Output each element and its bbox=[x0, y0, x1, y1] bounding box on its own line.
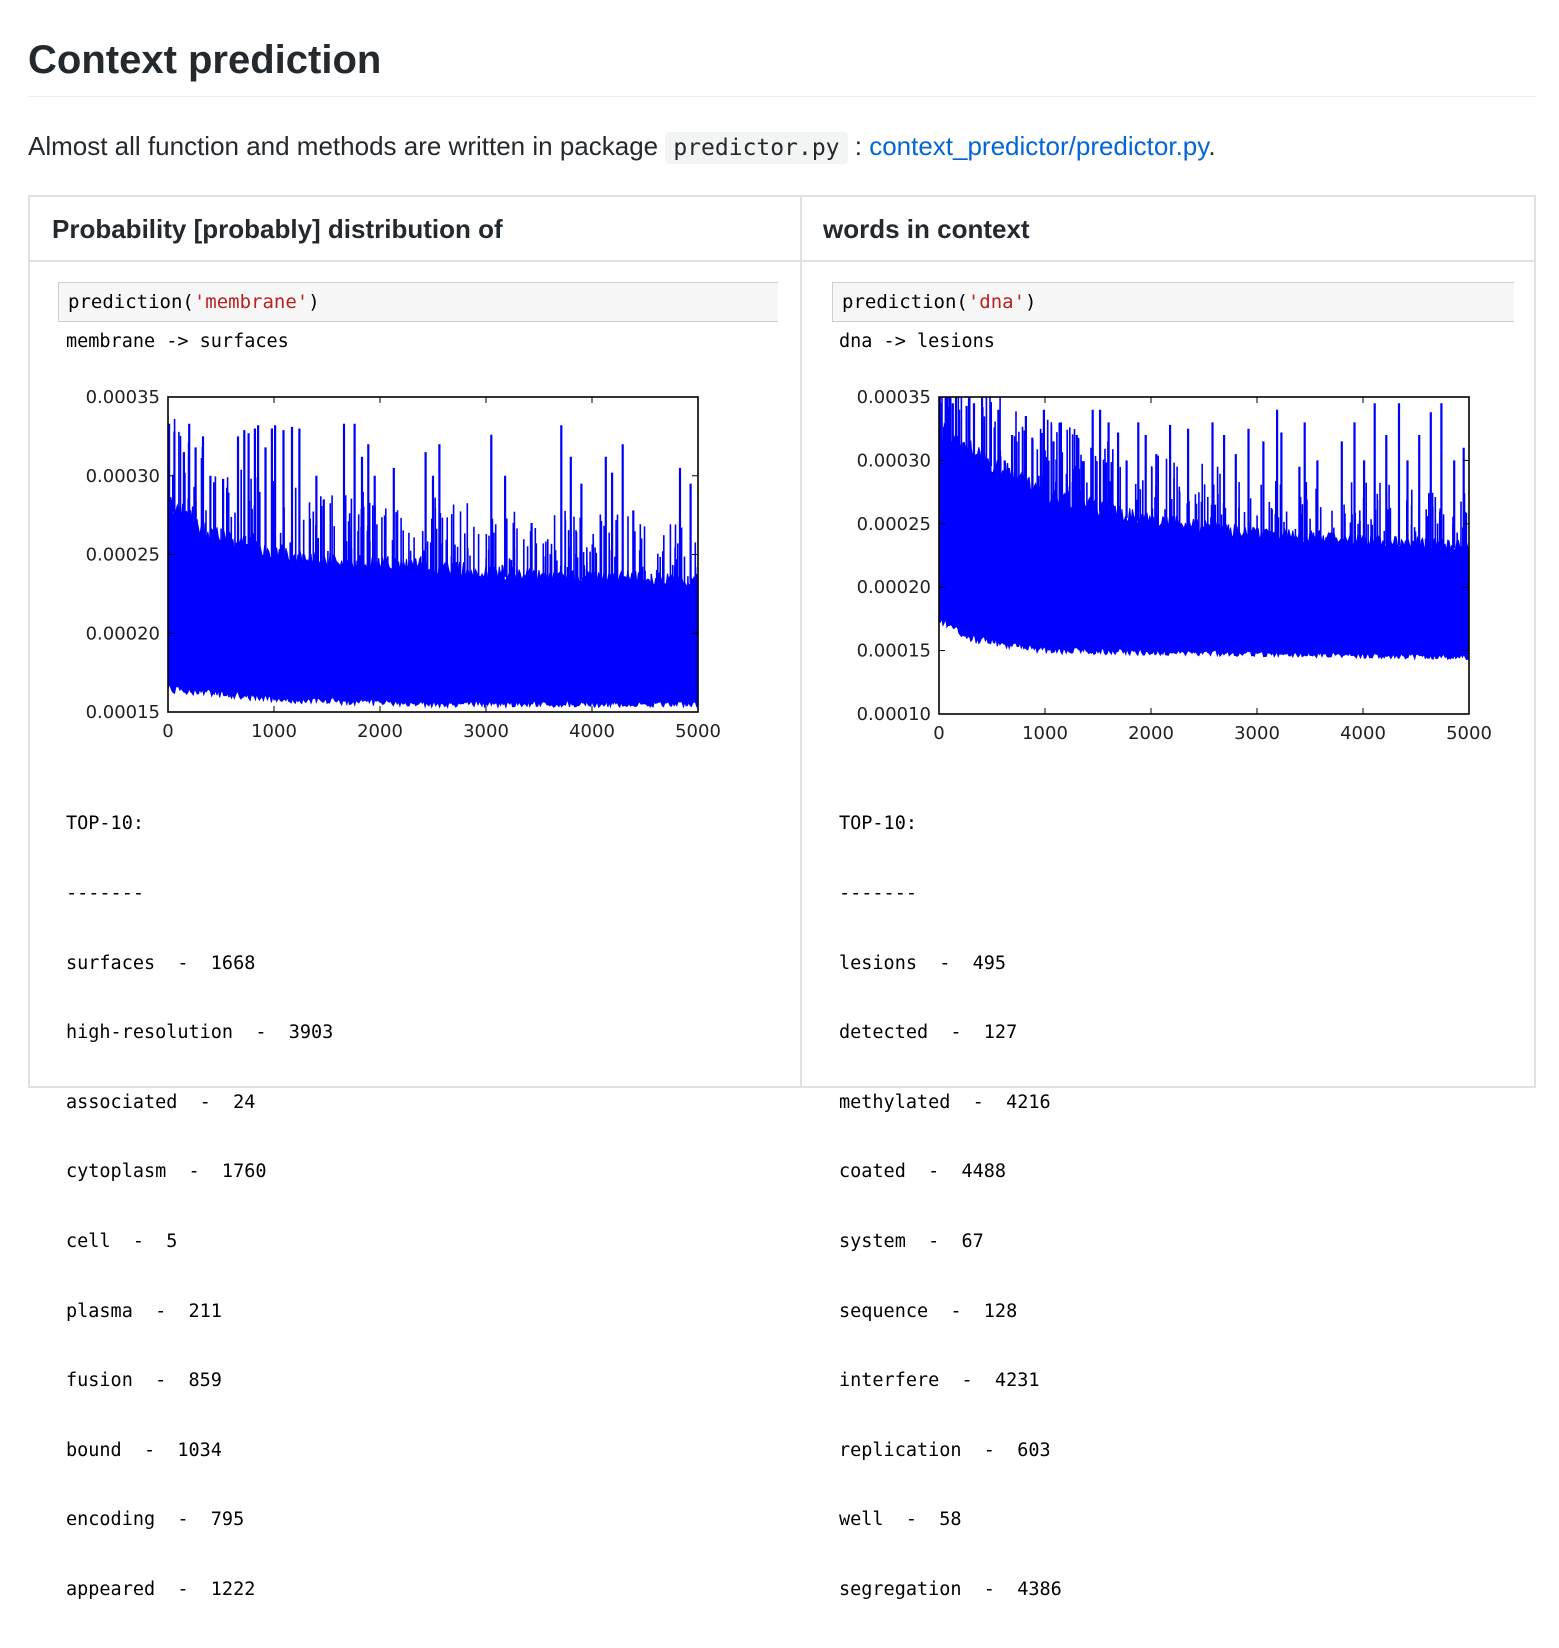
list-item: surfaces - 1668 bbox=[66, 952, 256, 974]
y-tick-label: 0.00030 bbox=[857, 450, 931, 471]
title-divider bbox=[28, 96, 1536, 97]
y-tick-label: 0.00015 bbox=[857, 641, 931, 662]
prediction-result: dna -> lesions bbox=[839, 331, 995, 352]
list-item: lesions - 495 bbox=[839, 952, 1007, 974]
x-tick-label: 1000 bbox=[1022, 723, 1068, 744]
prediction-result: membrane -> surfaces bbox=[66, 331, 289, 352]
intro-paragraph: Almost all function and methods are writ… bbox=[28, 126, 1216, 168]
code-string-arg: 'dna' bbox=[967, 291, 1026, 313]
probability-chart-membrane: 0 1000 2000 3000 4000 5000 0.00015 0.00020 0.000… bbox=[86, 387, 721, 742]
table-header-right: words in context bbox=[823, 214, 1030, 244]
plot-frame bbox=[938, 396, 1470, 715]
x-tick-label: 0 bbox=[162, 721, 173, 742]
x-tick-label: 3000 bbox=[1234, 723, 1280, 744]
list-item: methylated - 4216 bbox=[839, 1091, 1051, 1113]
list-item: fusion - 859 bbox=[66, 1370, 222, 1392]
y-tick-label: 0.00010 bbox=[857, 704, 931, 725]
top10-list-dna: TOP-10: ------- lesions - 495 detected -… bbox=[839, 766, 1062, 1648]
code-fn: prediction( bbox=[842, 291, 968, 313]
y-tick-label: 0.00035 bbox=[857, 387, 931, 408]
code-close: ) bbox=[1025, 291, 1037, 313]
list-item: coated - 4488 bbox=[839, 1161, 1007, 1183]
x-tick-label: 5000 bbox=[675, 721, 721, 742]
code-input-dna[interactable]: prediction('dna') bbox=[832, 282, 1514, 322]
code-close: ) bbox=[308, 291, 320, 313]
y-tick-label: 0.00030 bbox=[86, 466, 160, 487]
top10-rule: ------- bbox=[66, 883, 144, 904]
list-item: replication - 603 bbox=[839, 1439, 1051, 1461]
header-divider bbox=[30, 260, 1534, 262]
x-tick-label: 2000 bbox=[357, 721, 403, 742]
list-item: cytoplasm - 1760 bbox=[66, 1161, 267, 1183]
x-tick-label: 5000 bbox=[1446, 723, 1492, 744]
top10-title: TOP-10: bbox=[66, 813, 144, 835]
code-fn: prediction( bbox=[68, 291, 194, 313]
y-tick-label: 0.00035 bbox=[86, 387, 160, 408]
list-item: well - 58 bbox=[839, 1509, 962, 1531]
list-item: high-resolution - 3903 bbox=[66, 1022, 334, 1044]
intro-separator: : bbox=[847, 131, 870, 161]
y-tick-label: 0.00020 bbox=[857, 577, 931, 598]
y-tick-label: 0.00025 bbox=[857, 514, 931, 535]
page-title: Context prediction bbox=[28, 38, 382, 82]
y-tick-label: 0.00020 bbox=[86, 623, 160, 644]
list-item: cell - 5 bbox=[66, 1230, 178, 1252]
list-item: segregation - 4386 bbox=[839, 1578, 1062, 1600]
inline-code-predictor: predictor.py bbox=[665, 132, 848, 164]
top10-list-membrane: TOP-10: ------- surfaces - 1668 high-res… bbox=[66, 766, 333, 1648]
y-tick-label: 0.00015 bbox=[86, 702, 160, 723]
intro-text: Almost all function and methods are writ… bbox=[28, 131, 666, 161]
list-item: system - 67 bbox=[839, 1230, 984, 1252]
x-tick-label: 2000 bbox=[1128, 723, 1174, 744]
top10-rule: ------- bbox=[839, 883, 917, 904]
list-item: sequence - 128 bbox=[839, 1300, 1018, 1322]
x-tick-label: 4000 bbox=[569, 721, 615, 742]
list-item: detected - 127 bbox=[839, 1022, 1018, 1044]
list-item: plasma - 211 bbox=[66, 1300, 222, 1322]
results-table: Probability [probably] distribution of w… bbox=[28, 195, 1536, 1600]
code-string-arg: 'membrane' bbox=[193, 291, 309, 313]
list-item: associated - 24 bbox=[66, 1091, 256, 1113]
column-divider bbox=[800, 197, 802, 1086]
y-tick-label: 0.00025 bbox=[86, 545, 160, 566]
intro-end: . bbox=[1208, 131, 1216, 161]
x-tick-label: 3000 bbox=[463, 721, 509, 742]
predictor-file-link[interactable]: context_predictor/predictor.py bbox=[869, 131, 1209, 161]
code-input-membrane[interactable]: prediction('membrane') bbox=[58, 282, 778, 322]
top10-title: TOP-10: bbox=[839, 813, 917, 835]
x-tick-label: 1000 bbox=[251, 721, 297, 742]
probability-chart-dna: 0 1000 2000 3000 4000 5000 0.00010 0.00015 0.000… bbox=[857, 387, 1492, 744]
x-tick-label: 0 bbox=[933, 723, 944, 744]
table-header-left: Probability [probably] distribution of bbox=[52, 214, 503, 244]
list-item: interfere - 4231 bbox=[839, 1370, 1040, 1392]
x-tick-label: 4000 bbox=[1340, 723, 1386, 744]
list-item: bound - 1034 bbox=[66, 1439, 222, 1461]
list-item: encoding - 795 bbox=[66, 1509, 245, 1531]
list-item: appeared - 1222 bbox=[66, 1578, 256, 1600]
